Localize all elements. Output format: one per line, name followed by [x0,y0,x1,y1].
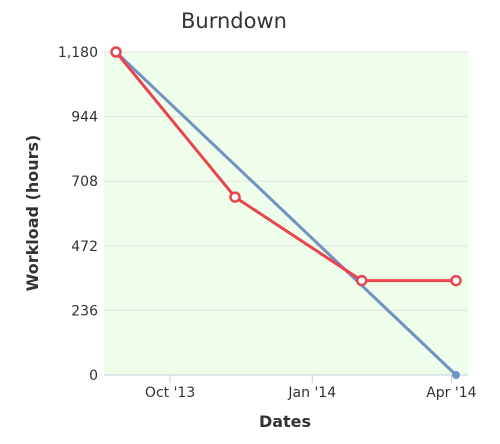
y-axis-label: Workload (hours) [23,135,42,292]
y-tick-label: 236 [71,303,98,319]
x-tick-label: Jan '14 [287,385,336,401]
data-point[interactable] [355,274,368,287]
y-axis: 0 236 472 708 944 1,180 [58,45,98,384]
data-point[interactable] [452,371,460,379]
x-tick-label: Oct '13 [145,385,195,401]
y-tick-label: 0 [89,368,98,384]
y-tick-label: 708 [71,174,98,190]
series-layer [110,46,462,379]
data-point[interactable] [229,191,241,203]
data-point[interactable] [450,274,462,287]
x-tick-label: Apr '14 [426,385,476,401]
x-axis: Oct '13 Jan '14 Apr '14 [104,374,477,401]
y-tick-label: 944 [71,110,98,126]
data-point[interactable] [110,46,122,58]
y-tick-label: 1,180 [58,45,98,61]
chart-title: Burndown [181,9,287,33]
series-line-0 [114,50,458,377]
series-line-1 [114,51,456,283]
y-tick-label: 472 [71,239,98,255]
x-axis-label: Dates [259,412,311,431]
